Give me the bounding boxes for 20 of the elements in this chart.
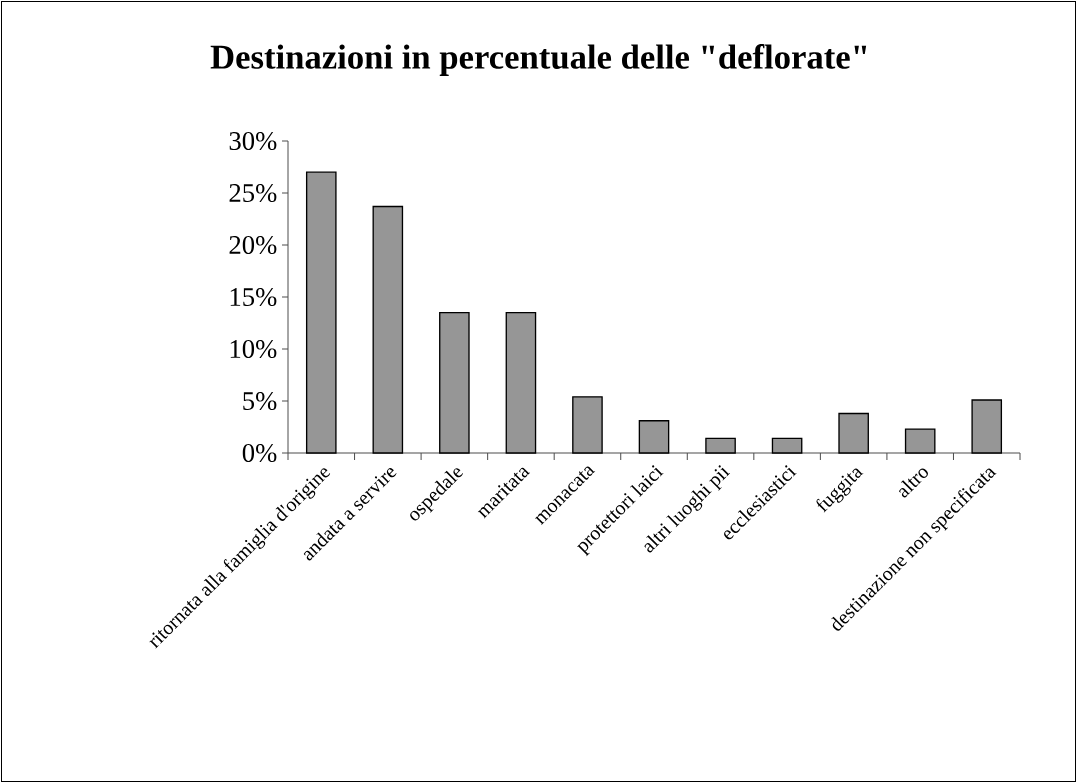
y-tick-label: 10% xyxy=(230,339,277,359)
bar xyxy=(439,311,470,454)
bar xyxy=(771,437,803,454)
chart-title: Destinazioni in percentuale delle "deflorate" xyxy=(210,44,867,76)
bar xyxy=(372,205,404,454)
y-tick-label: 5% xyxy=(243,391,277,411)
bar xyxy=(971,399,1003,454)
bar xyxy=(572,396,603,454)
bar xyxy=(305,171,337,454)
bar xyxy=(505,311,537,454)
bar xyxy=(838,412,869,454)
y-tick-label: 15% xyxy=(230,287,277,307)
y-tick-label: 30% xyxy=(229,131,277,151)
bar xyxy=(638,420,670,454)
y-tick-label: 20% xyxy=(229,235,277,255)
x-tick-label: altro xyxy=(898,468,928,498)
bar xyxy=(705,437,736,454)
bar xyxy=(904,428,936,454)
y-tick-label: 25% xyxy=(229,183,277,203)
y-tick-label: 0% xyxy=(242,443,277,463)
